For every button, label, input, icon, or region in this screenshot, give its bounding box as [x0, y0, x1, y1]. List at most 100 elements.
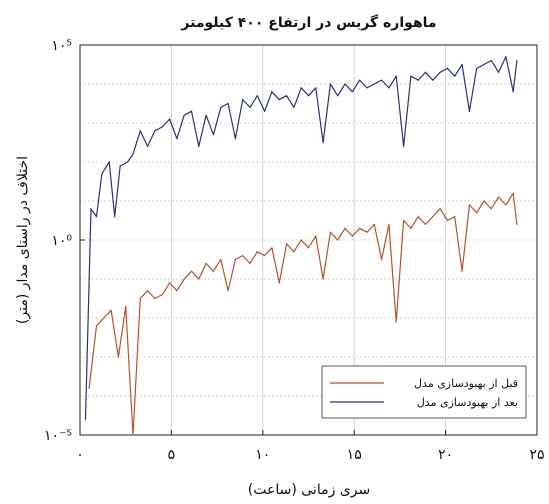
data-point	[516, 60, 518, 62]
data-point	[476, 212, 478, 214]
x-tick-label: ۲۵	[529, 447, 544, 463]
data-point	[242, 255, 244, 257]
data-point	[161, 294, 163, 296]
data-point	[498, 71, 500, 73]
data-point	[84, 418, 87, 420]
legend: قبل از بهبودسازی مدل بعد از بهبودسازی مدل	[321, 365, 527, 419]
data-point	[373, 223, 375, 225]
data-point	[95, 325, 98, 327]
data-point	[468, 204, 470, 206]
data-point	[103, 317, 105, 319]
data-point	[446, 219, 449, 222]
data-point	[285, 243, 288, 245]
data-point	[381, 79, 383, 81]
data-point	[110, 309, 112, 311]
data-point	[176, 290, 178, 292]
legend-label: قبل از بهبودسازی مدل	[414, 377, 518, 390]
data-point	[512, 192, 514, 194]
data-point	[154, 297, 156, 300]
legend-box	[321, 365, 527, 419]
data-point	[126, 161, 129, 163]
data-point	[293, 106, 295, 108]
data-point	[505, 204, 507, 206]
data-point	[432, 216, 434, 218]
data-point	[381, 258, 383, 261]
legend-label: بعد از بهبودسازی مدل	[417, 396, 518, 409]
chart-title: ماهواره گریس در ارتفاع ۴۰۰ کیلومتر	[180, 14, 436, 31]
data-point	[373, 83, 375, 85]
data-point	[264, 255, 266, 257]
grid	[80, 45, 537, 435]
data-point	[424, 223, 427, 225]
data-point	[212, 134, 215, 136]
data-point	[329, 231, 332, 233]
data-point	[351, 91, 353, 93]
data-point	[119, 165, 121, 167]
data-point	[249, 262, 251, 264]
data-point	[483, 63, 485, 66]
data-point	[439, 208, 441, 210]
data-point	[132, 434, 134, 436]
data-point	[278, 99, 280, 101]
y-tick-labels: ۱۰⁻⁵ ۱۰⁰ ۱۰⁵	[44, 38, 85, 444]
data-point	[300, 87, 302, 89]
x-tick-label: ۵	[168, 447, 176, 463]
data-point	[249, 106, 251, 108]
data-point	[242, 99, 244, 101]
data-point	[271, 91, 273, 93]
data-point	[322, 141, 324, 144]
data-point	[212, 270, 215, 272]
data-point	[168, 282, 171, 284]
data-point	[132, 153, 134, 155]
data-point	[402, 219, 405, 222]
data-point	[366, 87, 368, 89]
data-point	[402, 145, 405, 147]
data-point	[512, 91, 514, 93]
data-point	[190, 110, 193, 112]
x-tick-label: ۲۰	[438, 447, 453, 463]
data-point	[205, 114, 207, 116]
data-point	[329, 83, 332, 85]
data-point	[285, 95, 288, 97]
series-line-2	[84, 56, 518, 420]
data-point	[278, 282, 280, 284]
x-tick-label: ۱۵	[347, 447, 362, 463]
data-point	[359, 227, 361, 229]
y-tick-label: ۱۰⁵	[51, 38, 72, 54]
data-point	[395, 75, 397, 77]
data-point	[198, 145, 200, 147]
data-point	[454, 216, 456, 218]
data-point	[108, 161, 110, 163]
data-point	[483, 200, 485, 202]
data-point	[264, 110, 266, 112]
data-point	[139, 297, 141, 300]
data-point	[154, 130, 156, 132]
data-point	[198, 278, 200, 280]
data-point	[307, 247, 310, 249]
data-point	[271, 247, 273, 249]
data-point	[315, 87, 317, 89]
data-point	[90, 208, 92, 210]
data-point	[410, 227, 412, 229]
data-point	[139, 130, 141, 132]
data-point	[490, 208, 492, 210]
data-point	[125, 305, 127, 307]
data-point	[114, 216, 116, 218]
data-point	[256, 251, 258, 253]
data-point	[88, 387, 90, 389]
data-point	[439, 71, 441, 73]
data-point	[183, 114, 185, 116]
data-point	[161, 126, 163, 128]
data-point	[227, 102, 229, 105]
data-point	[461, 270, 463, 272]
data-point	[147, 145, 149, 147]
data-point	[388, 87, 390, 89]
data-point	[337, 239, 339, 241]
data-point	[256, 95, 258, 97]
data-point	[322, 278, 324, 280]
data-point	[168, 118, 171, 120]
y-tick-label: ۱۰⁰	[51, 233, 72, 249]
x-tick-label: ۰	[76, 447, 84, 463]
